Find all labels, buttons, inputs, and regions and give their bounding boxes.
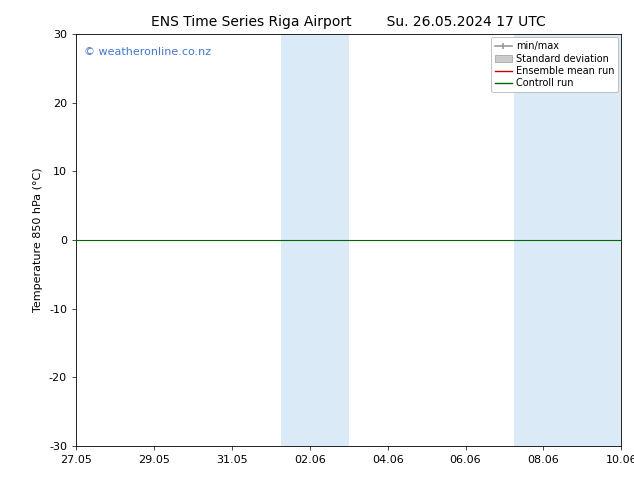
Bar — [280, 34, 349, 446]
Legend: min/max, Standard deviation, Ensemble mean run, Controll run: min/max, Standard deviation, Ensemble me… — [491, 37, 618, 92]
Y-axis label: Temperature 850 hPa (°C): Temperature 850 hPa (°C) — [34, 168, 43, 313]
Text: © weatheronline.co.nz: © weatheronline.co.nz — [84, 47, 211, 57]
Title: ENS Time Series Riga Airport        Su. 26.05.2024 17 UTC: ENS Time Series Riga Airport Su. 26.05.2… — [152, 15, 546, 29]
Bar — [514, 34, 621, 446]
